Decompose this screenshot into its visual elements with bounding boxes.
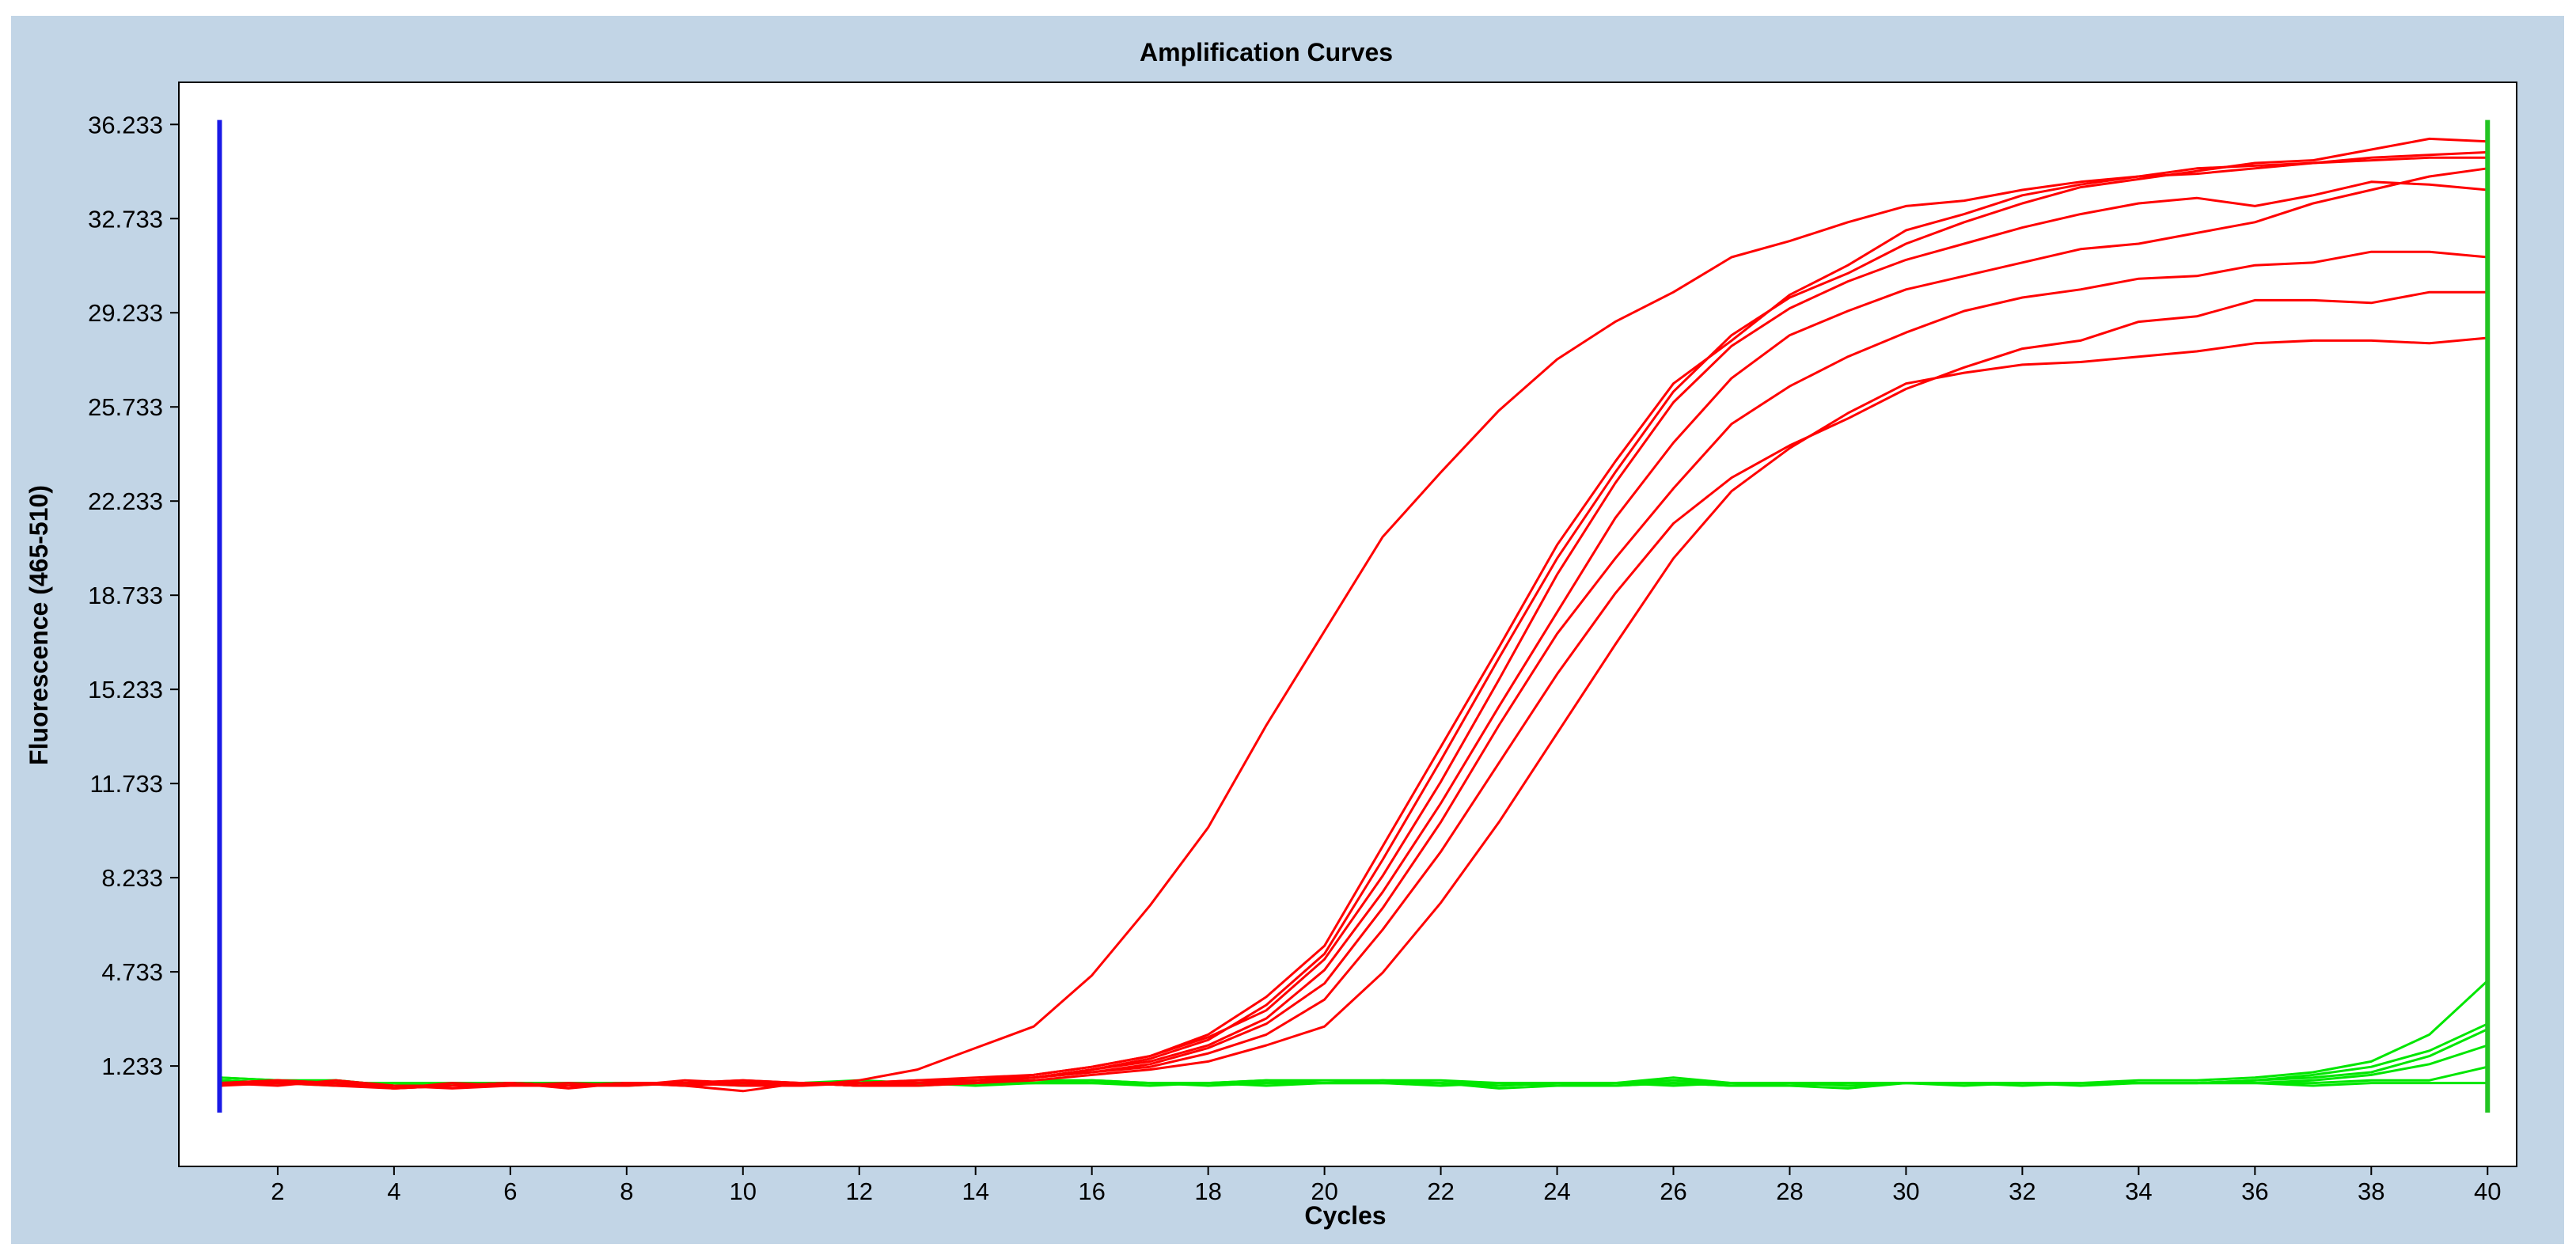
y-tick-label: 1.233 xyxy=(101,1052,163,1080)
x-tick-label: 20 xyxy=(1311,1177,1337,1205)
x-tick-label: 8 xyxy=(620,1177,633,1205)
y-axis-label: Fluorescence (465-510) xyxy=(25,485,53,765)
cycle-markers xyxy=(217,119,2491,1113)
x-tick-label: 38 xyxy=(2358,1177,2384,1205)
y-tick-label: 22.233 xyxy=(88,487,163,515)
x-tick-label: 40 xyxy=(2474,1177,2501,1205)
y-tick-label: 11.733 xyxy=(89,770,163,798)
series-line-8 xyxy=(219,336,2488,1093)
data-series xyxy=(219,137,2489,1093)
x-tick-label: 4 xyxy=(387,1177,400,1205)
axis-ticks: 2 4 6 8 10 12 14 16 18 20 22 24 26 28 30 32 34 36 38 401.23… xyxy=(88,111,2501,1205)
x-tick-label: 10 xyxy=(730,1177,757,1205)
y-tick-label: 15.233 xyxy=(88,676,163,703)
x-tick-label: 2 xyxy=(271,1177,284,1205)
y-tick-label: 8.233 xyxy=(101,864,163,892)
x-axis-label: Cycles xyxy=(1304,1201,1386,1230)
x-tick-label: 32 xyxy=(2009,1177,2035,1205)
x-tick-label: 16 xyxy=(1078,1177,1105,1205)
y-tick-label: 18.733 xyxy=(88,582,163,609)
x-tick-label: 18 xyxy=(1194,1177,1221,1205)
x-tick-label: 36 xyxy=(2241,1177,2268,1205)
x-tick-label: 30 xyxy=(1892,1177,1919,1205)
x-tick-label: 14 xyxy=(962,1177,988,1205)
y-tick-label: 4.733 xyxy=(101,958,163,986)
x-tick-label: 6 xyxy=(503,1177,517,1205)
chart-title: Amplification Curves xyxy=(1140,38,1393,66)
y-tick-label: 25.733 xyxy=(88,393,163,421)
x-tick-label: 34 xyxy=(2125,1177,2152,1205)
y-tick-label: 36.233 xyxy=(88,111,163,138)
x-tick-label: 26 xyxy=(1660,1177,1686,1205)
series-line-6 xyxy=(219,250,2488,1087)
series-line-14 xyxy=(219,1079,2488,1087)
y-tick-label: 29.233 xyxy=(88,299,163,327)
plot-area xyxy=(178,82,2517,1167)
x-tick-label: 28 xyxy=(1776,1177,1803,1205)
x-tick-label: 24 xyxy=(1543,1177,1570,1205)
x-tick-label: 22 xyxy=(1427,1177,1454,1205)
x-tick-label: 12 xyxy=(846,1177,873,1205)
y-tick-label: 32.733 xyxy=(88,205,163,233)
